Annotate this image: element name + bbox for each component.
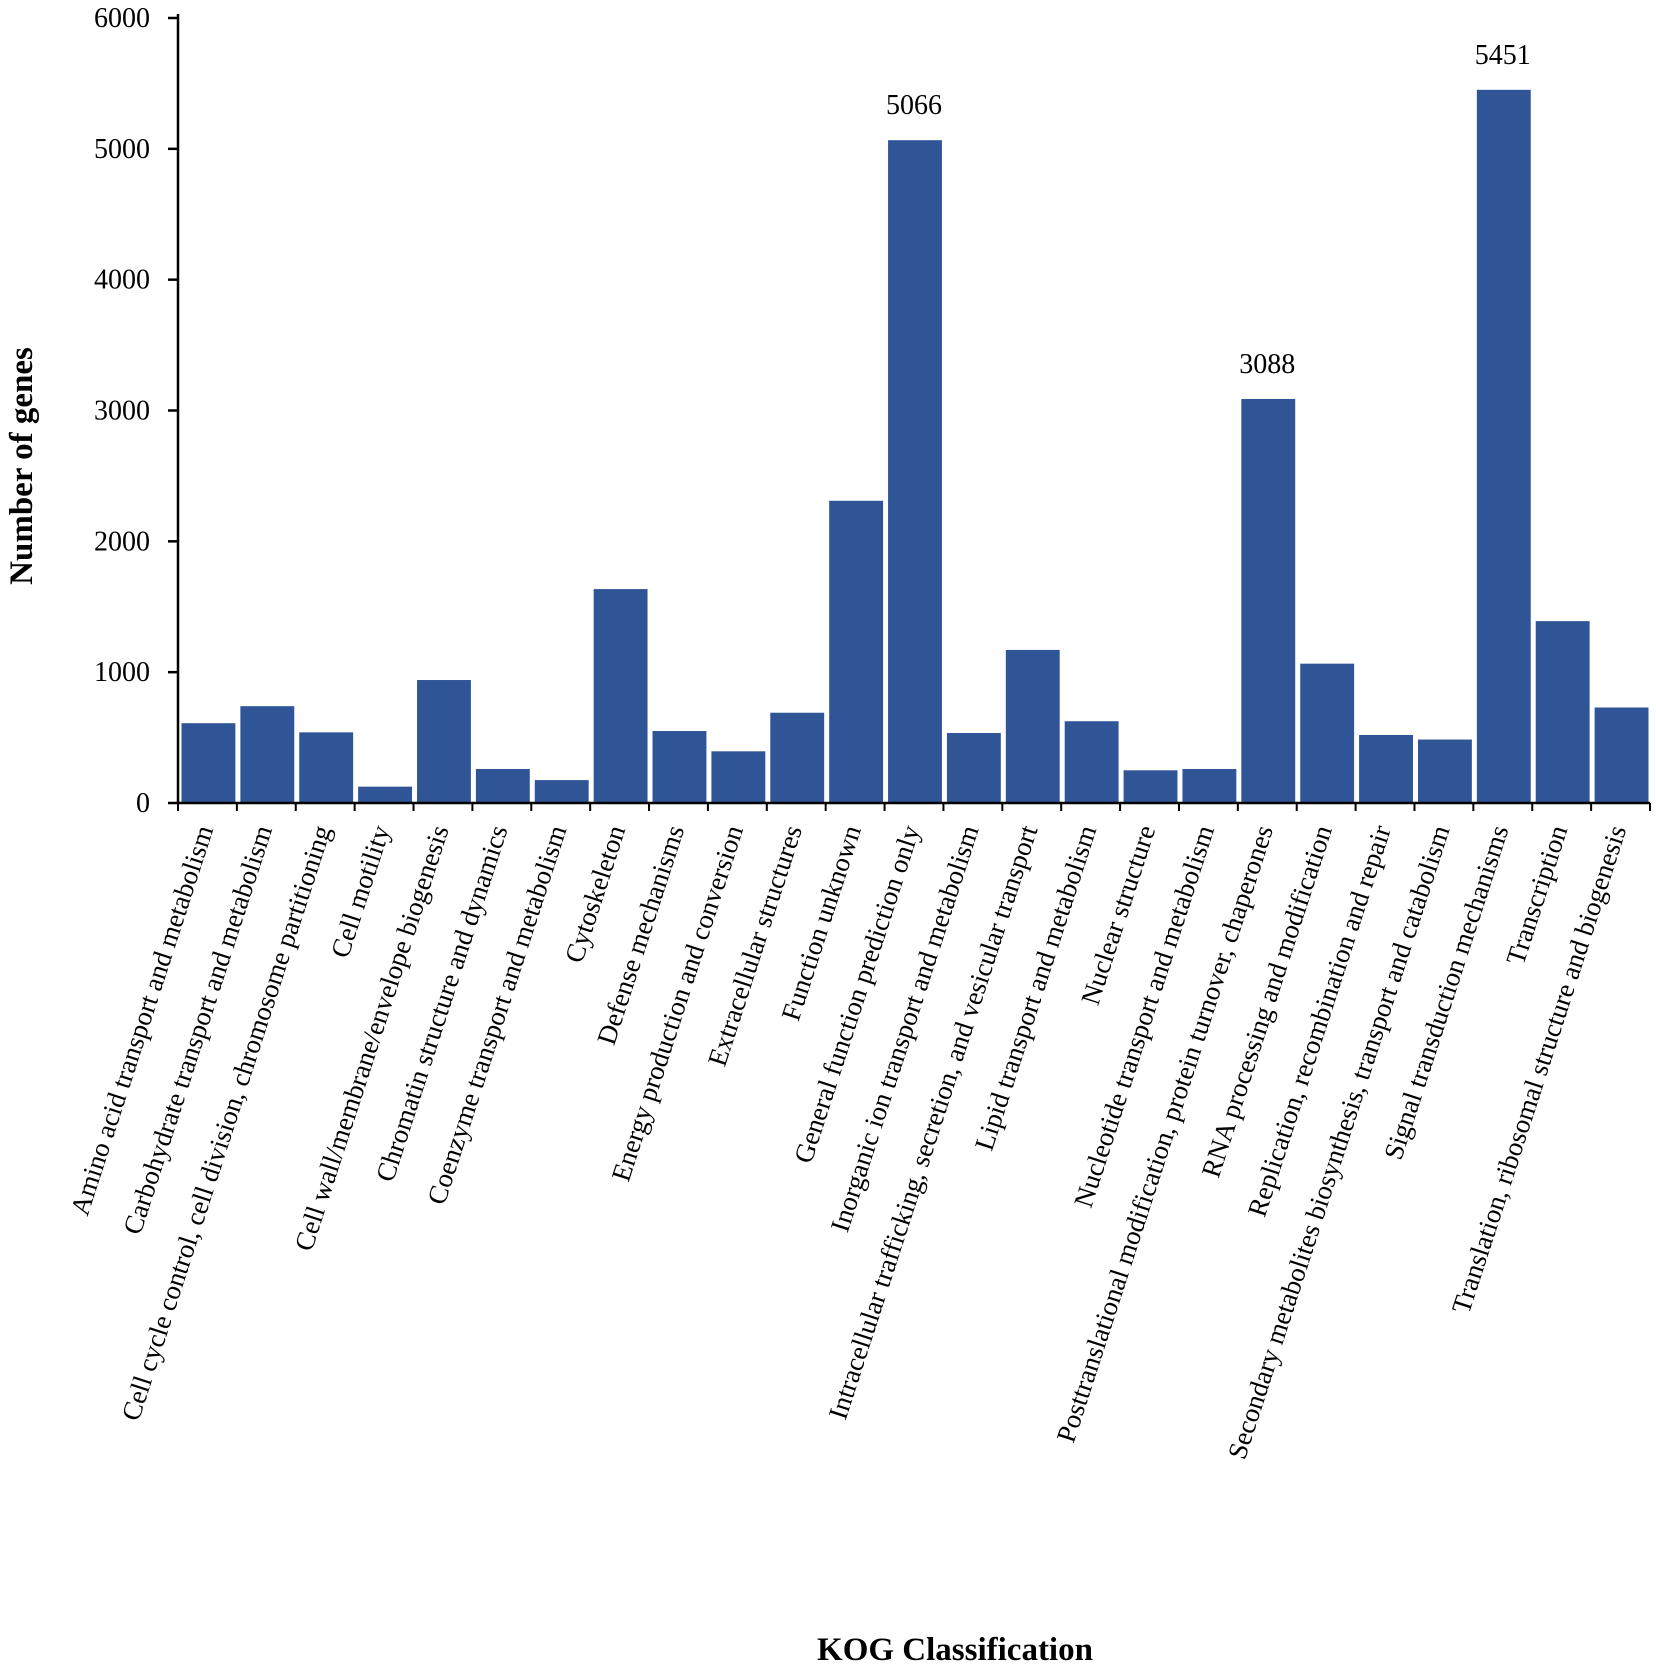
bar-7 [534, 780, 589, 803]
bar-17 [1123, 770, 1178, 803]
bar-10 [711, 751, 766, 803]
x-axis-title: KOG Classification [817, 1632, 1093, 1668]
y-tick-label: 1000 [94, 657, 150, 688]
y-tick-label: 4000 [94, 265, 150, 296]
data-label: 5451 [1475, 40, 1531, 71]
y-tick-label: 6000 [94, 3, 150, 34]
bar-15 [1005, 649, 1060, 803]
bar-4 [358, 786, 413, 803]
x-category-label: Cell motility [325, 821, 396, 961]
bar-5 [417, 680, 471, 803]
bar-8 [593, 589, 648, 803]
y-ticks: 0 1000 2000 3000 4000 5000 6000 [94, 3, 1651, 819]
bar-12 [829, 500, 884, 803]
bar-19 [1241, 398, 1296, 803]
bar-9 [652, 731, 707, 803]
data-label: 5066 [886, 90, 942, 121]
y-tick-label: 0 [136, 788, 150, 819]
bar-22 [1417, 739, 1472, 803]
bar-6 [475, 768, 530, 803]
data-label: 3088 [1239, 349, 1295, 380]
x-category-labels: Amino acid transport and metabolismCarbo… [65, 821, 1633, 1463]
bar-25 [1594, 707, 1649, 803]
bar-21 [1359, 734, 1413, 803]
bar-18 [1182, 768, 1237, 803]
y-tick-label: 3000 [94, 396, 150, 427]
bar-20 [1300, 663, 1355, 803]
bar-24 [1535, 621, 1590, 803]
bar-16 [1064, 721, 1119, 803]
bar-2 [240, 706, 295, 803]
y-tick-label: 2000 [94, 526, 150, 557]
bar-13 [888, 140, 942, 803]
bar-23 [1476, 89, 1531, 803]
bar-14 [946, 733, 1001, 803]
bar-3 [299, 732, 354, 803]
bars-layer [181, 89, 1649, 803]
y-tick-label: 5000 [94, 134, 150, 165]
x-category-label: Cytoskeleton [559, 821, 632, 966]
bar-1 [181, 723, 236, 803]
y-axis-title: Number of genes [4, 347, 40, 585]
bar-11 [770, 712, 825, 803]
data-labels: 5066 3088 5451 [886, 40, 1531, 380]
